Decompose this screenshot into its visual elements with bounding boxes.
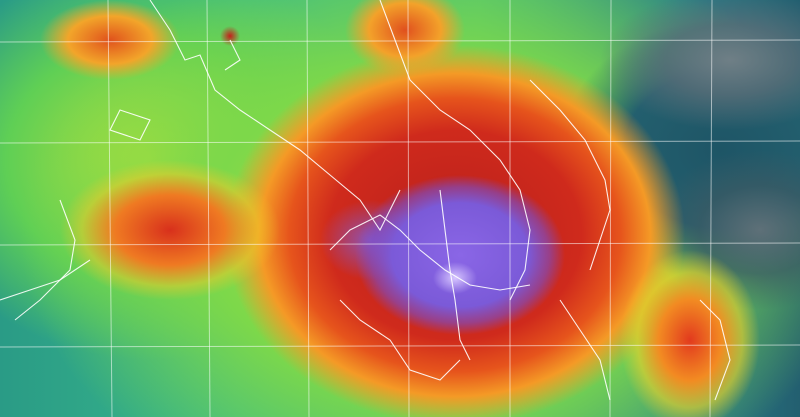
coastlines: [0, 0, 731, 401]
